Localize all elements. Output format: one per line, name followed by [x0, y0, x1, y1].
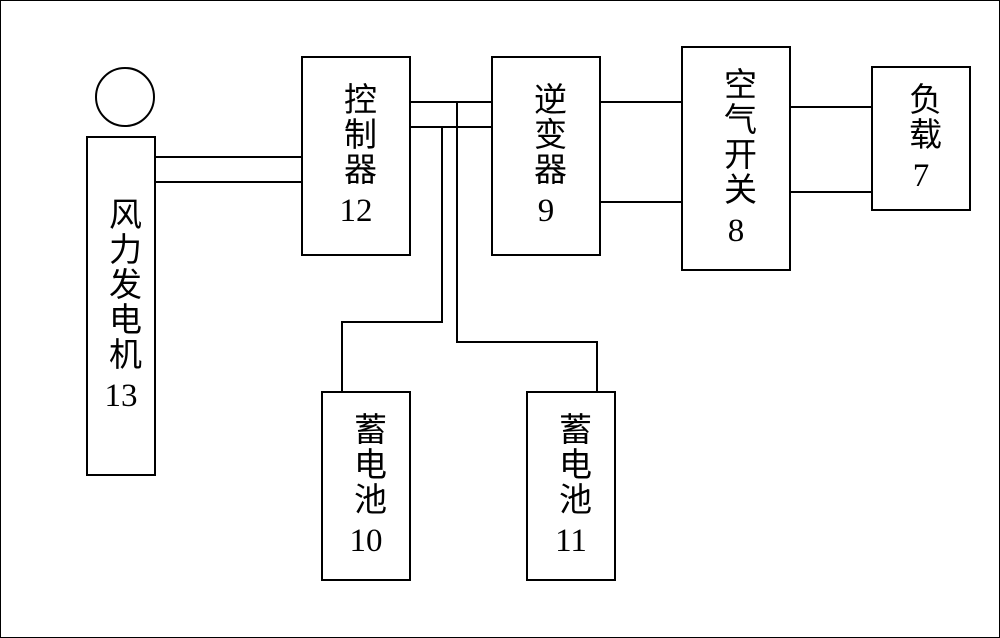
node-load: 负载 7 [871, 66, 971, 211]
node-battery-2: 蓄电池 11 [526, 391, 616, 581]
air-switch-number: 8 [728, 213, 745, 250]
edge [596, 341, 598, 391]
air-switch-label: 空气开关 [720, 67, 753, 207]
inverter-label: 逆变器 [530, 82, 563, 187]
wind-generator-label: 风力发电机 [105, 197, 138, 372]
edge [456, 101, 458, 343]
battery1-label: 蓄电池 [350, 412, 383, 517]
node-inverter: 逆变器 9 [491, 56, 601, 256]
wind-generator-number: 13 [105, 378, 138, 415]
battery1-number: 10 [350, 523, 383, 560]
inverter-number: 9 [538, 193, 555, 230]
edge [601, 101, 681, 103]
edge [156, 181, 301, 183]
edge [791, 191, 871, 193]
load-number: 7 [913, 158, 930, 195]
edge [411, 101, 491, 103]
node-battery-1: 蓄电池 10 [321, 391, 411, 581]
edge [411, 126, 491, 128]
edge [441, 126, 443, 323]
node-controller: 控制器 12 [301, 56, 411, 256]
controller-label: 控制器 [340, 82, 373, 187]
battery2-label: 蓄电池 [555, 412, 588, 517]
node-air-switch: 空气开关 8 [681, 46, 791, 271]
diagram-canvas: 风力发电机 13 控制器 12 逆变器 9 空气开关 8 负载 7 蓄电池 10… [0, 0, 1000, 638]
edge [341, 321, 343, 391]
battery2-number: 11 [555, 523, 587, 560]
edge [791, 106, 871, 108]
node-wind-generator: 风力发电机 13 [86, 136, 156, 476]
edge [341, 321, 443, 323]
edge [601, 201, 681, 203]
wind-turbine-icon [95, 67, 155, 127]
load-label: 负载 [905, 82, 938, 152]
edge [156, 156, 301, 158]
edge [456, 341, 598, 343]
controller-number: 12 [340, 193, 373, 230]
